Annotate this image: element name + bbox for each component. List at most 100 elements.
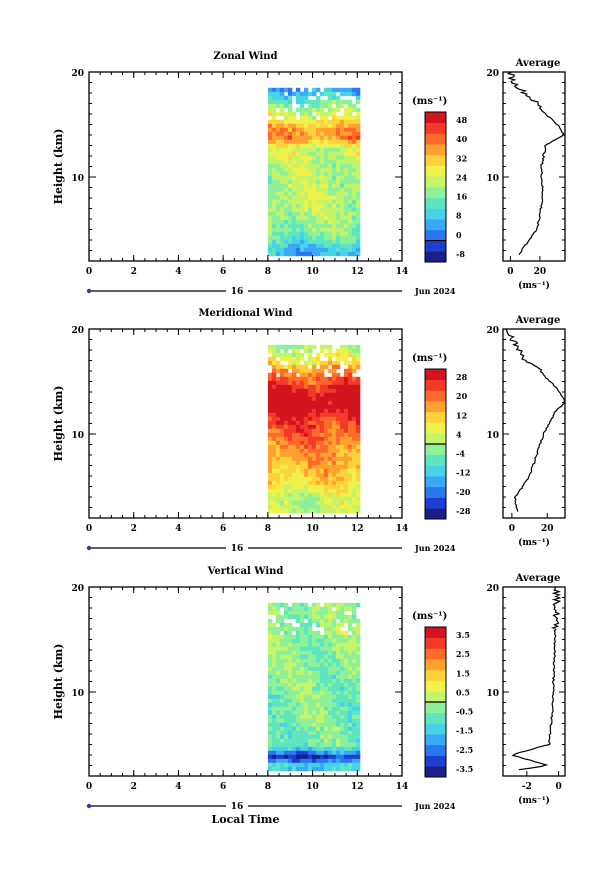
heatmap-cell (311, 638, 317, 644)
heatmap-cell (283, 504, 289, 510)
heatmap-cell (283, 650, 289, 656)
heatmap-cell (303, 714, 309, 720)
heatmap-cell (303, 107, 309, 113)
heatmap-cell (351, 163, 357, 169)
colorbar-segment (425, 454, 446, 466)
heatmap-cell (311, 456, 317, 462)
heatmap-cell (287, 734, 293, 740)
heatmap-cell (323, 163, 329, 169)
heatmap-cell (291, 464, 297, 470)
heatmap-cell (303, 247, 309, 253)
heatmap-cell (315, 139, 321, 145)
x-tick-label: 4 (175, 524, 181, 534)
heatmap-cell (343, 392, 349, 398)
heatmap-cell (267, 388, 273, 394)
heatmap-cell (287, 384, 293, 390)
heatmap-cell (307, 690, 313, 696)
heatmap-cell (331, 107, 337, 113)
heatmap-cell (323, 416, 329, 422)
heatmap-cell (279, 183, 285, 189)
heatmap-cell (299, 642, 305, 648)
heatmap-cell (327, 662, 333, 668)
heatmap-cell (339, 408, 345, 414)
heatmap-cell (287, 400, 293, 406)
heatmap-cell (267, 460, 273, 466)
heatmap-cell (319, 400, 325, 406)
heatmap-cell (271, 155, 277, 161)
heatmap-cell (303, 215, 309, 221)
heatmap-cell (355, 456, 361, 462)
heatmap-cell (299, 456, 305, 462)
heatmap-cell (271, 742, 277, 748)
heatmap-cell (347, 199, 353, 205)
heatmap-cell (275, 722, 281, 728)
heatmap-cell (331, 698, 337, 704)
heatmap-cell (355, 223, 361, 229)
heatmap-cell (331, 706, 337, 712)
heatmap-cell (331, 468, 337, 474)
heatmap-cell (271, 622, 277, 628)
heatmap-cell (283, 127, 289, 133)
heatmap-cell (339, 356, 345, 362)
heatmap-cell (279, 662, 285, 668)
heatmap-cell (299, 227, 305, 233)
heatmap-cell (355, 420, 361, 426)
heatmap-cell (315, 352, 321, 358)
heatmap-cell (323, 215, 329, 221)
heatmap-cell (335, 766, 341, 772)
heatmap-cell (355, 630, 361, 636)
x-tick-label: 0 (86, 267, 92, 277)
heatmap-cell (287, 746, 293, 752)
heatmap-cell (307, 618, 313, 624)
heatmap-cell (347, 392, 353, 398)
heatmap-cell (355, 440, 361, 446)
heatmap-cell (267, 223, 273, 229)
heatmap-cell (275, 448, 281, 454)
colorbar-segment (425, 422, 446, 434)
heatmap-cell (335, 622, 341, 628)
heatmap-cell (311, 147, 317, 153)
heatmap-cell (287, 380, 293, 386)
heatmap-cell (351, 460, 357, 466)
heatmap-cell (351, 718, 357, 724)
heatmap-cell (291, 412, 297, 418)
heatmap-cell (319, 151, 325, 157)
y-tick-label: 10 (71, 174, 84, 184)
heatmap-cell (343, 183, 349, 189)
heatmap-cell (295, 630, 301, 636)
heatmap-cell (327, 602, 333, 608)
heatmap-cell (351, 706, 357, 712)
heatmap-cell (303, 662, 309, 668)
heatmap-cell (299, 247, 305, 253)
heatmap-cell (315, 396, 321, 402)
heatmap-cell (271, 231, 277, 237)
heatmap-cell (271, 444, 277, 450)
heatmap-cell (335, 670, 341, 676)
heatmap-cell (347, 388, 353, 394)
heatmap-cell (279, 440, 285, 446)
colorbar-segment (425, 766, 446, 778)
heatmap-cell (271, 610, 277, 616)
heatmap-cell (279, 211, 285, 217)
heatmap-cell (315, 468, 321, 474)
heatmap-cell (315, 195, 321, 201)
heatmap-cell (287, 738, 293, 744)
heatmap-cell (283, 380, 289, 386)
heatmap-cell (271, 698, 277, 704)
heatmap-cell (295, 356, 301, 362)
heatmap-cell (303, 634, 309, 640)
heatmap-cell (343, 614, 349, 620)
colorbar-segment (425, 508, 446, 520)
heatmap-cell (311, 251, 317, 257)
heatmap-cell (335, 239, 341, 245)
heatmap-cell (339, 492, 345, 498)
heatmap-cell (299, 171, 305, 177)
heatmap-cell (331, 754, 337, 760)
heatmap-cell (351, 686, 357, 692)
heatmap-cell (347, 412, 353, 418)
heatmap-cell (339, 742, 345, 748)
colorbar-segment (425, 712, 446, 724)
heatmap-cell (339, 702, 345, 708)
heatmap-cell (283, 614, 289, 620)
